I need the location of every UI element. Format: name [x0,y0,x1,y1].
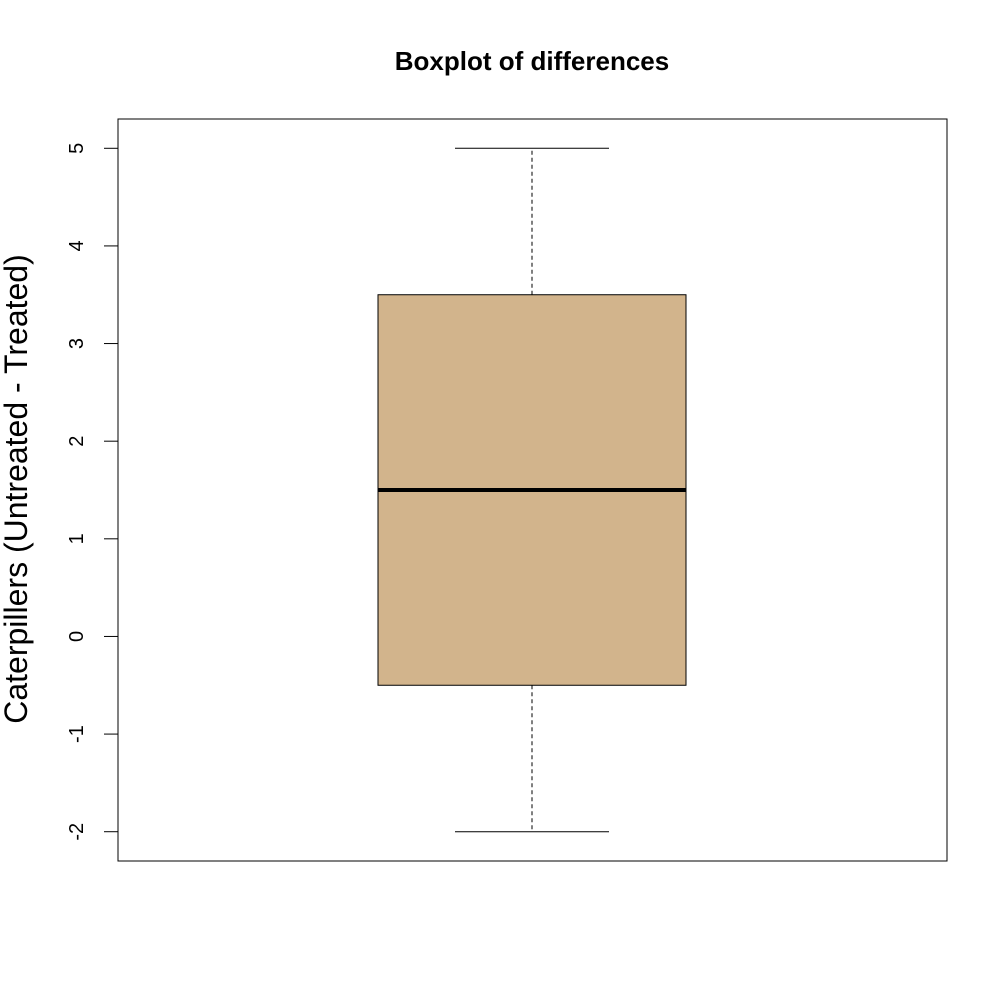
y-axis: -2 -1 0 1 2 3 4 5 [66,143,119,841]
y-tick-label: 3 [66,338,88,349]
chart-title: Boxplot of differences [395,46,669,76]
y-tick-label: 4 [66,240,88,251]
y-tick-label: -1 [66,725,88,743]
y-tick-label: 0 [66,631,88,642]
y-tick-label: 2 [66,436,88,447]
y-axis-label: Caterpillers (Untreated - Treated) [0,254,34,724]
box-group [377,147,687,833]
y-tick-label: 1 [66,533,88,544]
y-tick-label: -2 [66,823,88,841]
y-tick-label: 5 [66,143,88,154]
